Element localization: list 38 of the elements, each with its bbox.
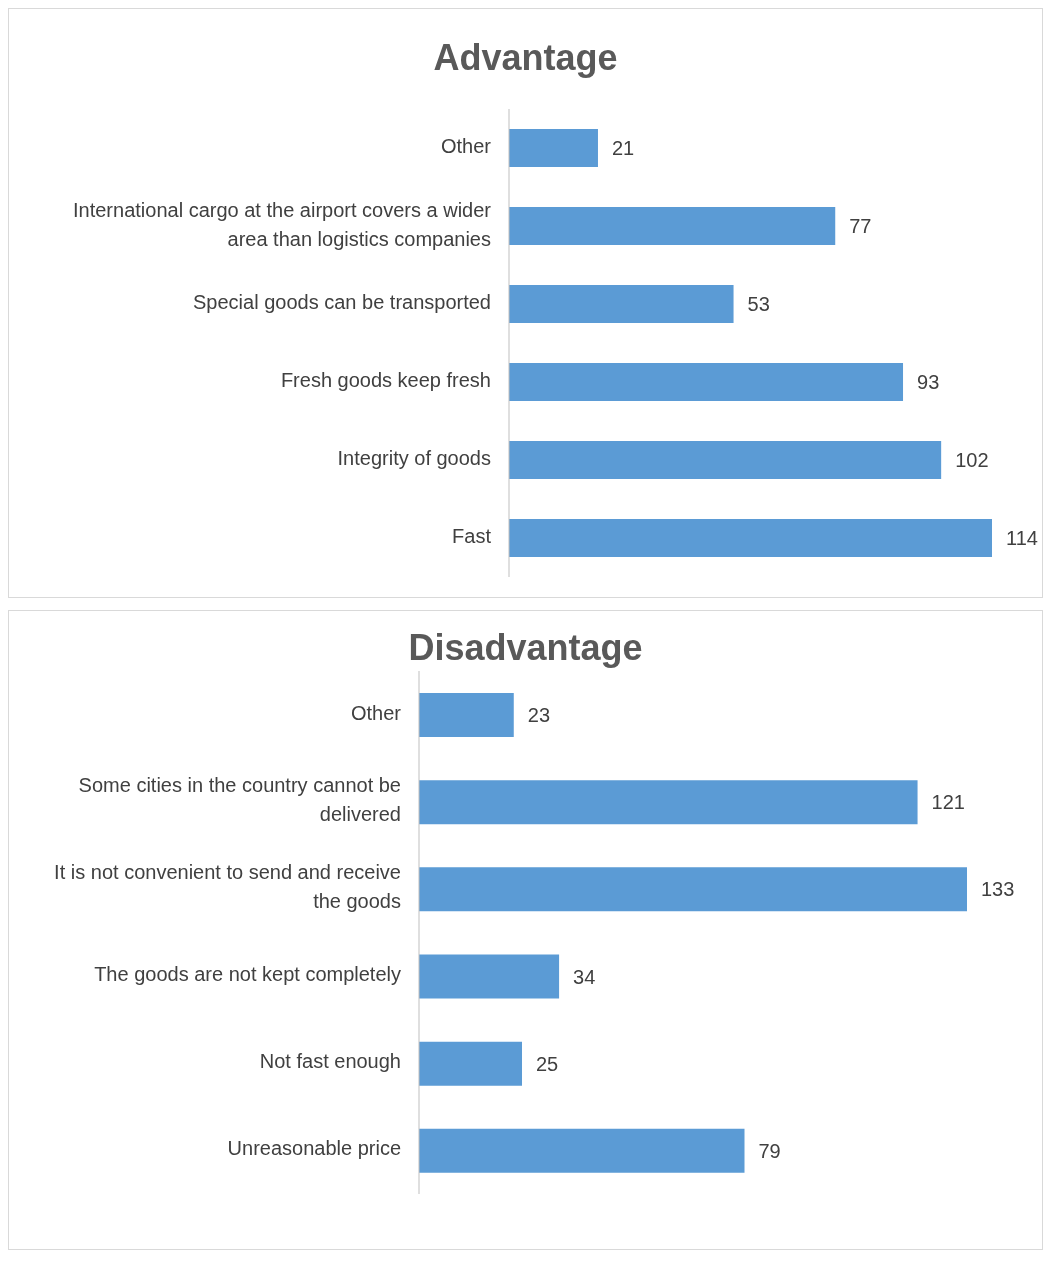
y-tick-label: Not fast enough xyxy=(259,1050,401,1073)
data-label: 25 xyxy=(536,1052,559,1075)
y-tick-label: It is not convenient to send and receive the goods xyxy=(54,861,401,913)
data-label: 23 xyxy=(527,704,551,727)
data-label: 133 xyxy=(981,878,1015,901)
data-label: 121 xyxy=(931,791,965,814)
bar xyxy=(509,441,942,479)
bar xyxy=(419,780,918,825)
y-tick-label: International cargo at the airport covers a wider area than logistics companies xyxy=(73,198,492,250)
y-tick-label: Unreasonable price xyxy=(227,1137,401,1160)
chart-title: Advantage xyxy=(432,37,619,79)
bar xyxy=(419,867,967,912)
bar xyxy=(509,207,836,245)
y-tick-label: Integrity of goods xyxy=(337,447,491,470)
y-tick-label: Other xyxy=(350,701,402,724)
chart-title: Disadvantage xyxy=(407,627,644,669)
bar xyxy=(509,363,904,401)
data-label: 21 xyxy=(611,137,635,160)
data-label: 77 xyxy=(849,215,872,238)
bar xyxy=(509,285,734,323)
y-tick-label: The goods are not kept completely xyxy=(94,963,401,986)
y-tick-label: Fast xyxy=(452,525,492,548)
data-label: 102 xyxy=(955,449,989,472)
data-label: 53 xyxy=(747,293,770,316)
data-label: 114 xyxy=(1006,527,1038,550)
data-label: 79 xyxy=(758,1139,781,1162)
bar xyxy=(509,129,598,167)
bar xyxy=(419,1128,745,1173)
y-tick-label: Some cities in the country cannot be delivered xyxy=(78,774,401,826)
data-label: 93 xyxy=(917,371,940,394)
data-label: 34 xyxy=(573,965,596,988)
y-tick-label: Fresh goods keep fresh xyxy=(280,369,491,392)
y-tick-label: Special goods can be transported xyxy=(193,291,491,314)
bar xyxy=(419,1041,523,1086)
bar xyxy=(419,693,514,737)
y-tick-label: Other xyxy=(440,135,492,158)
bar xyxy=(419,954,560,999)
bar xyxy=(509,519,992,557)
